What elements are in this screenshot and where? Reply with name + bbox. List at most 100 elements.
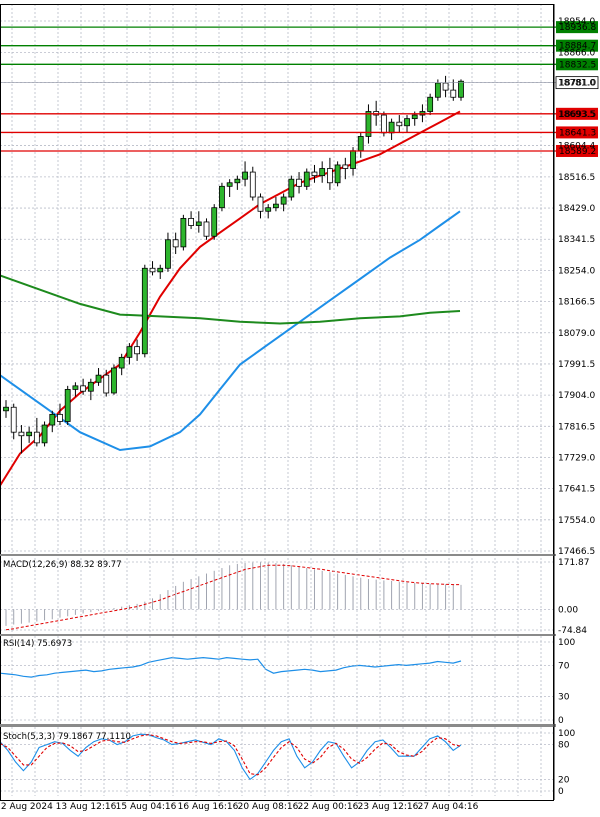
macd-axis: 171.87 0.00 -74.84 (558, 558, 590, 636)
price-tick-label: 18604.4 (558, 142, 595, 152)
stoch-title: Stoch(5,3,3) 79.1867 77.1110 (3, 732, 131, 742)
support-label: 18693.5 (559, 110, 596, 120)
macd-signal-line (5, 564, 461, 631)
candle-body (95, 374, 102, 383)
candle-body (427, 96, 434, 112)
candle-body (296, 178, 302, 187)
candle-body (303, 171, 310, 187)
support-box (556, 144, 598, 157)
candle-body (157, 267, 164, 273)
price-tick-label: 17641.5 (558, 485, 595, 495)
candle-body (458, 80, 464, 98)
candle-body (280, 196, 287, 205)
candle-body (126, 346, 133, 358)
stoch-tick-label: 0 (558, 787, 564, 797)
candle-body (64, 389, 71, 422)
candle-body (249, 171, 256, 198)
candle-body (195, 221, 202, 226)
stoch-tick-label: 80 (558, 741, 570, 751)
price-tick-label: 18954.0 (558, 17, 595, 27)
stoch-line (0, 733, 462, 781)
candle-body (57, 413, 63, 422)
macd-signal-path (5, 564, 461, 631)
time-tick-label: 16 Aug 16:16 (178, 802, 239, 812)
price-tick-label: 18429.0 (558, 204, 595, 214)
macd-tick-label: 171.87 (558, 558, 590, 568)
candle-body (188, 217, 194, 226)
candle-body (165, 239, 171, 269)
candle-body (319, 168, 326, 177)
time-tick-label: 22 Aug 00:16 (298, 802, 359, 812)
candle-body (242, 171, 248, 180)
price-tick-label: 18254.0 (558, 266, 595, 276)
macd-tick-label: -74.84 (558, 626, 587, 636)
price-tick-label: 18693.5 (558, 110, 595, 120)
price-tick-label: 18079.0 (558, 329, 595, 339)
candle-body (411, 114, 418, 120)
price-tick-label: 18516.5 (558, 173, 595, 183)
current-price-label: 18781.0 (559, 79, 596, 89)
price-tick-label: 18341.5 (558, 235, 595, 245)
price-tick-label: 17729.0 (558, 453, 595, 463)
panel-separator (0, 554, 556, 556)
resistance-label: 18832.5 (559, 60, 596, 70)
candle-body (219, 185, 225, 209)
candle-body (33, 431, 40, 444)
panel-separator (0, 634, 556, 636)
candle-body (203, 221, 210, 237)
candle-body (72, 385, 79, 390)
stoch-grid (0, 554, 554, 796)
moving-average-line (0, 274, 461, 325)
support-box (556, 126, 598, 139)
macd-grid (0, 561, 554, 631)
candle-body (149, 267, 156, 273)
macd-tick-label: 0.00 (558, 605, 578, 615)
support-label: 18589.2 (559, 147, 596, 157)
candle-body (380, 114, 387, 134)
candle-body (180, 217, 187, 248)
candle-body (288, 178, 295, 198)
rsi-tick-label: 0 (558, 716, 564, 726)
price-tick-label: 18781.0 (558, 79, 595, 89)
rsi-path (0, 656, 462, 678)
price-tick-label: 17816.5 (558, 422, 595, 432)
candle-body (118, 356, 125, 369)
stoch-axis: 100 80 20 0 (558, 729, 575, 797)
candle-body (211, 207, 218, 237)
rsi-title: RSI(14) 75.6973 (3, 639, 72, 649)
time-tick-label: 13 Aug 12:16 (56, 802, 117, 812)
resistance-label: 18884.7 (559, 42, 596, 52)
time-tick-label: 12 Aug 2024 (0, 802, 53, 812)
panel-separator (0, 724, 556, 727)
price-tick-label: 17554.0 (558, 516, 595, 526)
candle-body (134, 346, 141, 355)
candle-body (49, 413, 56, 426)
candle-body (357, 136, 364, 152)
moving-averages (0, 110, 461, 487)
rsi-tick-label: 70 (558, 661, 570, 671)
candle-body (311, 171, 318, 177)
time-tick-label: 20 Aug 08:16 (238, 802, 299, 812)
candle-body (388, 121, 395, 134)
candle-body (396, 121, 403, 127)
candle-body (3, 406, 9, 412)
macd-histogram (5, 562, 462, 626)
support-label: 18641.3 (559, 128, 596, 138)
candle-body (10, 406, 17, 433)
candlesticks (3, 75, 464, 454)
candle-body (273, 203, 279, 209)
macd-title: MACD(12,26,9) 88.32 89.77 (3, 560, 122, 570)
rsi-panel: 100 70 30 0 RSI(14) 75.6973 (0, 638, 575, 726)
candle-body (172, 239, 179, 248)
price-grid (0, 4, 554, 553)
price-plot-area (0, 4, 554, 553)
time-tick-label: 23 Aug 12:16 (358, 802, 419, 812)
candle-body (334, 164, 341, 184)
candle-body (442, 82, 449, 91)
rsi-tick-label: 100 (558, 638, 575, 648)
price-tick-label: 17904.0 (558, 391, 595, 401)
candle-body (404, 118, 410, 127)
stoch-line (0, 734, 462, 776)
stoch-lines (0, 733, 462, 781)
